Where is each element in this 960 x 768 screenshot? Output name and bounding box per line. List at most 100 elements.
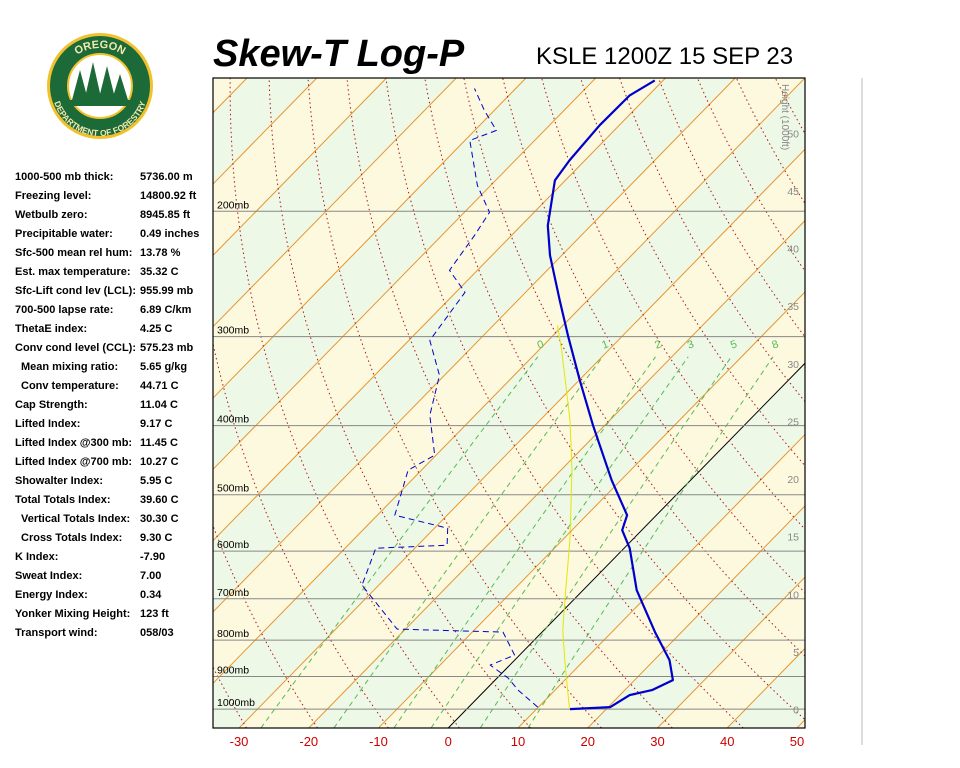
index-value: 30.30 C: [140, 513, 179, 525]
y2-tick-label: 5: [793, 647, 799, 659]
indices-table: 1000-500 mb thick: 5736.00 m Freezing leve…: [15, 171, 199, 639]
dry-adiabat: [346, 78, 673, 728]
y-tick-label: 1000mb: [217, 697, 255, 709]
y-tick-label: 300mb: [217, 325, 249, 337]
isotherm: [936, 78, 960, 728]
y2-tick-label: 45: [787, 186, 799, 198]
index-label: Est. max temperature:: [15, 266, 131, 278]
mixing-ratio-label: 2: [653, 338, 663, 351]
isotherm: [213, 78, 457, 328]
index-value: 10.27 C: [140, 456, 179, 468]
mixing-ratio-line: [393, 356, 656, 728]
index-label: Sweat Index:: [15, 570, 82, 582]
mixing-ratio-line: [479, 356, 732, 728]
y2-tick-label: 50: [787, 128, 799, 140]
chart-title: Skew-T Log-P: [213, 33, 465, 75]
isotherm: [867, 78, 960, 728]
mixing-ratio-label: 5: [729, 338, 739, 351]
plot-background: [213, 78, 960, 728]
y2-tick-label: 40: [787, 244, 799, 256]
isotherm-grid: [378, 291, 805, 728]
index-label: Yonker Mixing Height:: [15, 608, 130, 620]
dry-adiabat: [931, 78, 960, 728]
index-label: Freezing level:: [15, 190, 91, 202]
x-tick-label: 50: [790, 734, 804, 749]
y-tick-label: 500mb: [217, 483, 249, 495]
index-label: Cross Totals Index:: [21, 532, 122, 544]
y2-tick-label: 15: [787, 532, 799, 544]
dry-adiabat: [229, 78, 460, 728]
index-value: 11.04 C: [140, 399, 178, 411]
index-value: 058/03: [140, 627, 174, 639]
isotherm-grid: [657, 576, 805, 728]
index-value: 11.45 C: [140, 437, 178, 449]
index-value: 13.78 %: [140, 247, 181, 259]
dry-adiabat: [463, 78, 805, 657]
isotherm-grid: [308, 219, 805, 728]
x-tick-label: -30: [230, 734, 249, 749]
y2-axis-label: Height (1000ft): [779, 84, 790, 150]
background-band: [797, 719, 805, 728]
y-tick-label: 600mb: [217, 539, 249, 551]
isotherm: [213, 78, 597, 471]
x-tick-label: -20: [299, 734, 318, 749]
isotherm-grid: [796, 719, 805, 728]
index-value: 35.32 C: [140, 266, 179, 278]
mixing-ratio-line: [527, 356, 774, 728]
isotherm: [213, 78, 527, 399]
y2-tick-label: 0: [793, 705, 799, 717]
x-tick-label: 40: [720, 734, 734, 749]
dry-adiabat: [815, 78, 960, 728]
dry-adiabat: [892, 78, 960, 728]
x-tick-label: 30: [650, 734, 664, 749]
index-value: 5.95 C: [140, 475, 172, 487]
y2-tick-label: 35: [787, 301, 799, 313]
index-label: Conv temperature:: [21, 380, 119, 392]
background-band: [867, 78, 960, 728]
index-label: Lifted Index @300 mb:: [15, 437, 132, 449]
y2-tick-label: 10: [787, 589, 799, 601]
isotherm: [213, 78, 387, 257]
index-label: 700-500 lapse rate:: [15, 304, 113, 316]
y-tick-label: 800mb: [217, 628, 249, 640]
logo-top-text: OREGON: [73, 39, 128, 58]
index-label: Precipitable water:: [15, 228, 113, 240]
index-value: 44.71 C: [140, 380, 179, 392]
mixing-ratio-label: 0: [536, 338, 546, 351]
index-label: K Index:: [15, 551, 58, 563]
mixing-ratio-line: [333, 356, 604, 728]
y2-tick-label: 25: [787, 416, 799, 428]
index-label: Vertical Totals Index:: [21, 513, 130, 525]
index-value: 6.89 C/km: [140, 304, 192, 316]
dry-adiabat: [736, 78, 805, 205]
index-value: 14800.92 ft: [140, 190, 197, 202]
mixing-ratio-label: 3: [686, 338, 696, 351]
index-label: Showalter Index:: [15, 475, 103, 487]
logo-ground: [70, 100, 130, 106]
logo-top-text: OREGON: [73, 39, 128, 58]
mixing-ratio-line: [430, 356, 689, 728]
isotherm: [213, 78, 805, 685]
isotherm-grid: [587, 505, 805, 728]
isotherm-grid: [238, 148, 805, 728]
index-label: Lifted Index @700 mb:: [15, 456, 132, 468]
sounding-profile: [546, 79, 675, 711]
index-value: 7.00: [140, 570, 161, 582]
index-value: 955.99 mb: [140, 285, 193, 297]
index-value: 9.17 C: [140, 418, 172, 430]
dry-adiabat: [853, 78, 960, 728]
index-value: 4.25 C: [140, 323, 172, 335]
y-tick-label: 700mb: [217, 587, 249, 599]
index-label: Sfc-Lift cond lev (LCL):: [15, 285, 136, 297]
plot-lines: [361, 79, 675, 711]
index-value: 8945.85 ft: [140, 209, 190, 221]
x-tick-label: 0: [445, 734, 452, 749]
index-value: 575.23 mb: [140, 342, 193, 354]
labels: -30 -20 -10 0 10 20 30 40 500 1 2 3 5 81000mb900mb800…: [217, 84, 804, 749]
index-label: Lifted Index:: [15, 418, 80, 430]
isotherm-grid: [447, 362, 805, 728]
x-tick-label: 10: [511, 734, 525, 749]
index-value: -7.90: [140, 551, 165, 563]
index-label: ThetaE index:: [15, 323, 87, 335]
